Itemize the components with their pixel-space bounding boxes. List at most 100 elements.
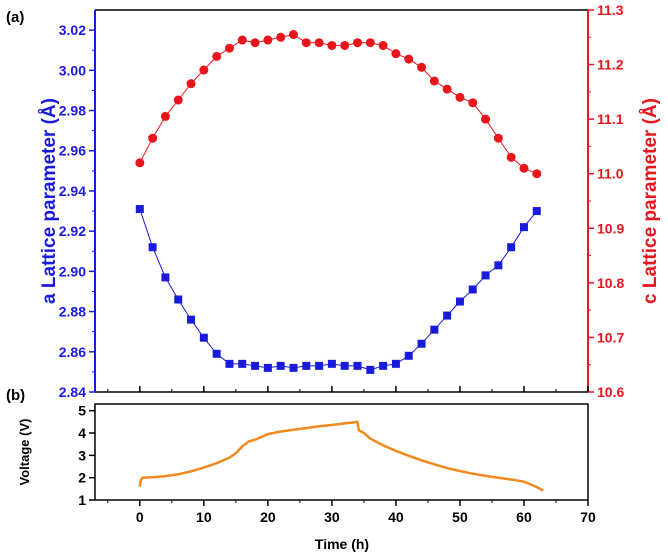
time-tick-label: 20 <box>260 509 276 525</box>
right-tick-label: 10.8 <box>597 275 624 291</box>
a-param-point <box>199 333 208 342</box>
time-tick-label: 10 <box>196 509 212 525</box>
a-param-point <box>263 363 272 372</box>
a-param-point <box>289 363 298 372</box>
time-tick-label: 50 <box>452 509 468 525</box>
a-param-point <box>225 359 234 368</box>
c-param-point <box>212 51 222 61</box>
c-param-point <box>468 98 478 108</box>
left-tick-label: 2.94 <box>59 183 86 199</box>
c-param-point <box>455 92 465 102</box>
a-param-point <box>161 273 170 282</box>
c-param-point <box>493 133 503 143</box>
left-tick-label: 2.98 <box>59 103 86 119</box>
voltage-y-tick-label: 3 <box>78 447 86 463</box>
right-tick-label: 10.6 <box>597 384 624 400</box>
time-axis-label: Time (h) <box>315 536 369 552</box>
c-param-point <box>353 38 363 48</box>
time-tick-label: 60 <box>516 509 532 525</box>
series-left-line <box>139 208 538 371</box>
left-tick-label: 2.92 <box>59 223 86 239</box>
a-param-point <box>212 349 221 358</box>
c-param-point <box>237 35 247 45</box>
a-param-point <box>404 351 413 360</box>
lattice-parameter-chart: 2.84 2.86 2.88 2.90 2.92 2.94 2.96 2.98 3.00 3.02… <box>59 2 625 400</box>
c-param-point <box>148 133 158 143</box>
right-tick-label: 10.7 <box>597 329 624 345</box>
c-param-point <box>429 76 439 86</box>
a-param-point <box>430 325 439 334</box>
a-param-point <box>315 361 324 370</box>
c-param-point <box>417 62 427 72</box>
right-tick-label: 11.0 <box>597 166 624 182</box>
c-param-point <box>532 169 542 179</box>
c-param-point <box>506 152 516 162</box>
a-param-point <box>417 339 426 348</box>
c-param-point <box>160 111 170 121</box>
voltage-y-tick-label: 1 <box>78 492 86 508</box>
a-param-point <box>340 361 349 370</box>
c-param-point <box>378 40 388 50</box>
panel-b-label: (b) <box>6 387 25 404</box>
time-tick-label: 0 <box>136 509 144 525</box>
left-tick-label: 3.00 <box>59 62 86 78</box>
c-param-point <box>250 38 260 48</box>
left-tick-label: 2.90 <box>59 263 86 279</box>
c-param-point <box>404 54 414 64</box>
c-param-point <box>135 158 145 168</box>
c-param-point <box>314 38 324 48</box>
c-param-point <box>327 40 337 50</box>
c-param-point <box>481 114 491 124</box>
voltage-y-tick-label: 4 <box>78 425 86 441</box>
right-tick-label: 11.2 <box>597 57 624 73</box>
left-tick-label: 2.84 <box>59 384 86 400</box>
c-param-point <box>340 40 350 50</box>
a-param-point <box>468 285 477 294</box>
c-param-point <box>199 65 209 75</box>
right-tick-label: 10.9 <box>597 220 624 236</box>
a-param-point <box>135 205 144 214</box>
time-tick-label: 30 <box>324 509 340 525</box>
right-axis-label: c Lattice parameter (Å) <box>640 98 661 304</box>
c-param-point <box>186 79 196 89</box>
c-param-point <box>301 38 311 48</box>
a-param-point <box>391 359 400 368</box>
right-tick-label: 11.1 <box>597 111 624 127</box>
a-param-point <box>174 295 183 304</box>
voltage-axis-label: Voltage (V) <box>17 419 32 486</box>
voltage-y-tick-label: 2 <box>78 470 86 486</box>
a-param-point <box>507 243 516 252</box>
a-param-point <box>379 361 388 370</box>
a-param-point <box>366 365 375 374</box>
left-axis-label: a Lattice parameter (Å) <box>39 98 60 304</box>
a-param-point <box>302 361 311 370</box>
a-param-point <box>251 361 260 370</box>
a-param-point <box>494 261 503 270</box>
c-param-point <box>391 49 401 59</box>
left-tick-label: 3.02 <box>59 22 86 38</box>
c-param-point <box>288 30 298 40</box>
a-param-point <box>481 271 490 280</box>
a-param-point <box>519 223 528 232</box>
a-param-point <box>532 207 541 216</box>
c-param-point <box>442 84 452 94</box>
time-tick-label: 70 <box>580 509 596 525</box>
series-right-line <box>139 34 537 175</box>
a-param-point <box>187 315 196 324</box>
a-param-point <box>238 359 247 368</box>
panel-a-label: (a) <box>6 9 24 26</box>
a-param-point <box>443 311 452 320</box>
c-param-point <box>276 32 286 42</box>
left-tick-label: 2.88 <box>59 304 86 320</box>
time-tick-label: 40 <box>388 509 404 525</box>
c-param-point <box>519 163 529 173</box>
left-tick-label: 2.86 <box>59 344 86 360</box>
a-param-point <box>276 361 285 370</box>
left-tick-label: 2.96 <box>59 143 86 159</box>
voltage-y-tick-label: 5 <box>78 403 86 419</box>
voltage-frame <box>94 403 589 501</box>
a-param-point <box>353 361 362 370</box>
c-param-point <box>365 38 375 48</box>
